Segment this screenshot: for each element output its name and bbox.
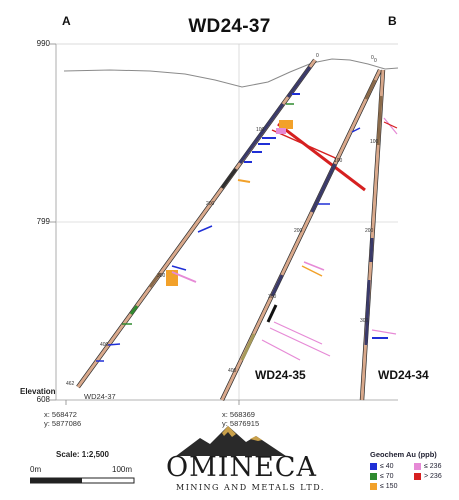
wd24-35-collar-label: 0 — [374, 58, 377, 64]
hole-label-wd24-34: WD24-34 — [378, 368, 429, 382]
wd24-35-depth-300: 300 — [268, 294, 277, 300]
logo-name: OMINECA — [166, 452, 317, 483]
wd24-37-depth-300: 300 — [157, 273, 166, 279]
legend-item-le236: ≤ 236 — [414, 461, 456, 471]
legend-swatch — [414, 462, 421, 470]
coords-left: x: 568472 y: 5877086 — [44, 410, 81, 428]
scale-bar — [30, 477, 135, 484]
wd24-37-depth-400: 400 — [100, 342, 109, 348]
legend-item-le70: ≤ 70 — [370, 471, 412, 481]
coords-mid-x: x: 568369 — [222, 410, 255, 419]
wd24-35-depth-200: 200 — [294, 228, 303, 234]
assay-bars-wd24-34 — [371, 117, 398, 339]
scale-start-label: 0m — [30, 465, 42, 474]
topography-line — [63, 58, 399, 88]
coords-left-y: y: 5877086 — [44, 419, 82, 428]
wd24-35-depth-100: 100 — [334, 158, 343, 164]
legend-title: Geochem Au (ppb) — [370, 450, 437, 459]
scale-end-label: 100m — [112, 465, 133, 474]
elevation-axis-title: Elevation — [20, 387, 56, 396]
wd24-34-depth-100: 100 — [370, 139, 379, 145]
hole-label-wd24-35: WD24-35 — [255, 368, 306, 382]
wd24-37-depth-200: 200 — [206, 201, 215, 207]
section-end-b-label: B — [388, 14, 397, 28]
scale-title: Scale: 1:2,500 — [56, 450, 109, 459]
legend-item-le40: ≤ 40 — [370, 461, 412, 471]
legend-item-gt236: > 236 — [414, 471, 456, 481]
section-end-a-label: A — [62, 14, 71, 28]
wd24-34-depth-200: 200 — [365, 228, 374, 234]
omineca-mountain-logo — [176, 426, 286, 456]
wd24-37-end-depth: 462 — [66, 381, 75, 387]
section-title: WD24-37 — [188, 16, 271, 37]
coords-left-x: x: 568472 — [44, 410, 77, 419]
grid — [50, 43, 398, 405]
coords-mid-y: y: 5876915 — [222, 419, 260, 428]
elevation-608-label: 608 — [36, 395, 50, 404]
assay-bars-wd24-37 — [96, 93, 366, 362]
drillhole-wd24-34: 0 100 200 300 — [359, 55, 398, 401]
drillhole-wd24-37: 0 100 200 300 400 462 — [66, 53, 366, 389]
elevation-990-label: 990 — [36, 39, 50, 48]
wd24-37-collar-label: 0 — [316, 53, 319, 59]
legend-swatch — [370, 482, 377, 490]
elevation-799-label: 799 — [36, 217, 50, 226]
wd24-34-depth-300: 300 — [360, 318, 369, 324]
wd24-35-depth-400: 400 — [228, 368, 237, 374]
legend: Geochem Au (ppb) ≤ 40 ≤ 236 ≤ 70 > 236 ≤… — [370, 450, 456, 491]
drillhole-wd24-35: 0 100 200 300 400 — [220, 58, 382, 401]
legend-item-le150: ≤ 150 — [370, 481, 412, 491]
assay-bars-wd24-35 — [261, 127, 361, 361]
legend-swatch — [414, 472, 421, 480]
wd24-37-depth-100: 100 — [256, 127, 265, 133]
hole-label-wd24-37: WD24-37 — [84, 392, 116, 401]
logo-subtitle: MINING AND METALS LTD. — [176, 483, 325, 492]
legend-swatch — [370, 472, 377, 480]
wd24-34-collar-label: 0 — [371, 55, 374, 61]
coords-mid: x: 568369 y: 5876915 — [222, 410, 259, 428]
legend-swatch — [370, 462, 377, 470]
